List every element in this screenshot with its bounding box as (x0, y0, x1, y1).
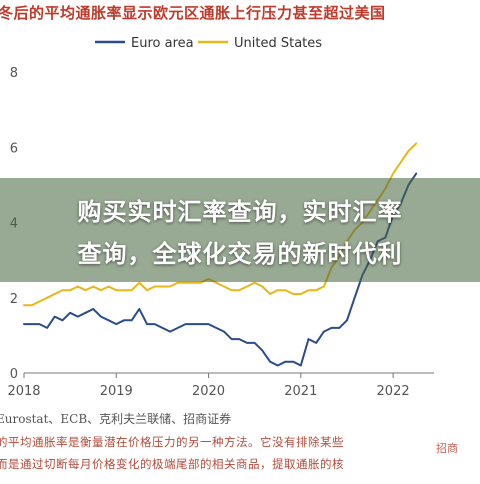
x-tick-label: 2018 (7, 384, 40, 399)
y-tick-label: 6 (10, 141, 18, 156)
y-tick-label: 0 (10, 367, 18, 382)
legend-label-euro: Euro area (131, 36, 194, 51)
overlay-line-1: 购买实时汇率查询，实时汇率 (77, 198, 403, 226)
footnote-line-1: 的平均通胀率是衡量潜在价格压力的另一种方法。它没有排除某些 (0, 435, 344, 449)
footnote-line-2: 而是通过切断每月价格变化的极端尾部的相关商品，提取通胀的核 (0, 457, 344, 471)
source-note: Eurostat、ECB、克利夫兰联储、招商证券 (0, 412, 232, 426)
x-tick-label: 2020 (192, 384, 225, 399)
legend-label-us: United States (234, 36, 322, 51)
x-tick-label: 2019 (100, 384, 133, 399)
header-title-bar: 冬后的平均通胀率显示欧元区通胀上行压力甚至超过美国 (0, 0, 480, 26)
chart-heading: 冬后的平均通胀率显示欧元区通胀上行压力甚至超过美国 (0, 4, 386, 22)
overlay-banner: 购买实时汇率查询，实时汇率 查询，全球化交易的新时代利 (0, 178, 480, 282)
y-tick-label: 2 (10, 292, 18, 307)
y-tick-label: 8 (10, 66, 18, 81)
x-tick-label: 2022 (377, 384, 410, 399)
overlay-line-2: 查询，全球化交易的新时代利 (77, 240, 403, 268)
x-tick-label: 2021 (284, 384, 317, 399)
watermark-logo: 招商 (436, 442, 458, 455)
euro-area-line (23, 172, 418, 367)
